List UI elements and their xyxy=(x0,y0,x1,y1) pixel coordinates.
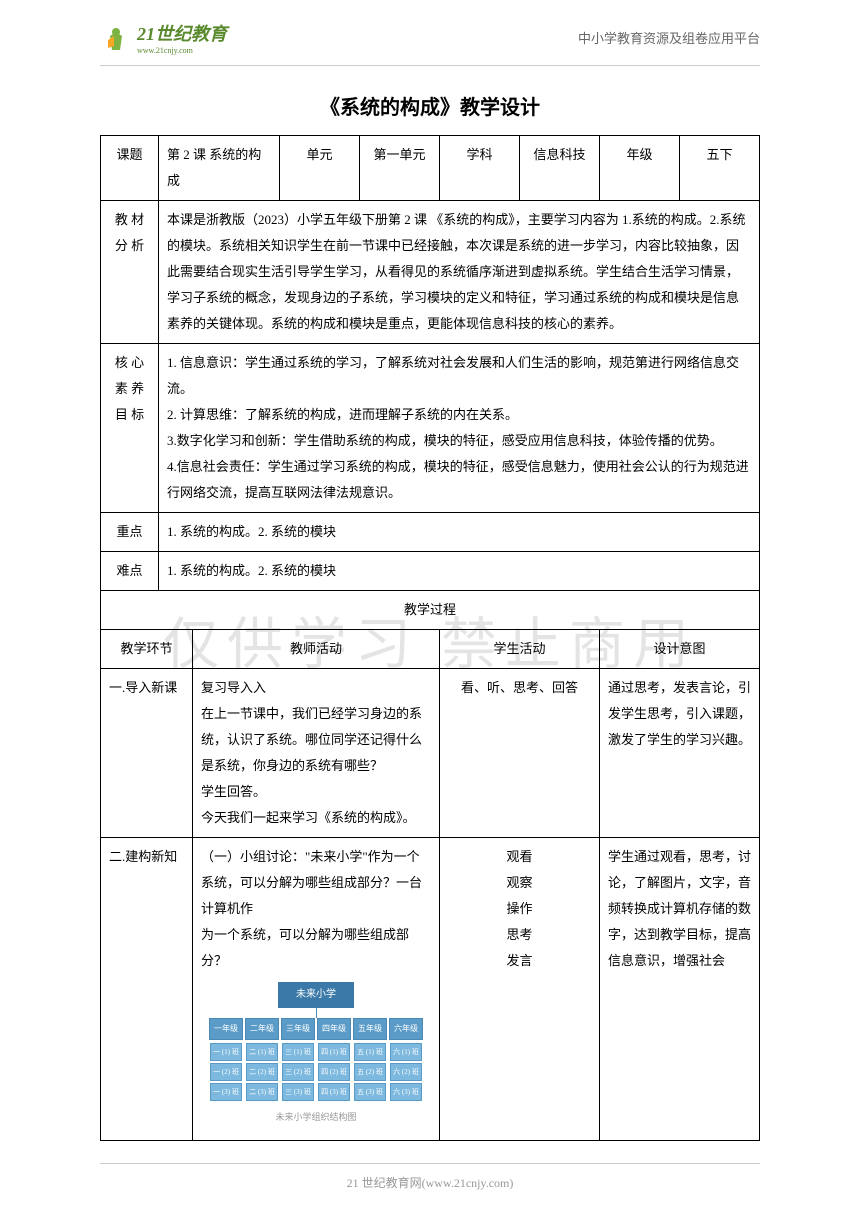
core-p2: 2. 计算思维：了解系统的构成，进而理解子系统的内在关系。 xyxy=(167,402,751,428)
core-p4: 4.信息社会责任：学生通过学习系统的构成，模块的特征，感受信息魅力，使用社会公认… xyxy=(167,454,751,506)
logo: 21世纪教育 www.21cnjy.com xyxy=(100,20,227,55)
ph-stage: 教学环节 xyxy=(101,630,193,669)
focus-label: 重点 xyxy=(101,513,159,552)
s1-design: 通过思考，发表言论，引发学生思考，引入课题，激发了学生的学习兴趣。 xyxy=(600,669,760,838)
info-row: 课题 第 2 课 系统的构成 单元 第一单元 学科 信息科技 年级 五下 xyxy=(101,136,760,201)
ph-teacher: 教师活动 xyxy=(193,630,440,669)
ph-design: 设计意图 xyxy=(600,630,760,669)
difficulty-row: 难点 1. 系统的构成。2. 系统的模块 xyxy=(101,552,760,591)
process-header-row: 教学环节 教师活动 学生活动 设计意图 xyxy=(101,630,760,669)
section1-row: 一.导入新课 复习导入入 在上一节课中，我们已经学习身边的系统，认识了系统。哪位… xyxy=(101,669,760,838)
material-row: 教 材分 析 本课是浙教版（2023）小学五年级下册第 2 课 《系统的构成》，… xyxy=(101,201,760,344)
lesson-table: 课题 第 2 课 系统的构成 单元 第一单元 学科 信息科技 年级 五下 教 材… xyxy=(100,135,760,1141)
focus-row: 重点 1. 系统的构成。2. 系统的模块 xyxy=(101,513,760,552)
s2-s-p2: 观察 xyxy=(448,870,591,896)
s1-stage: 一.导入新课 xyxy=(101,669,193,838)
page-header: 21世纪教育 www.21cnjy.com 中小学教育资源及组卷应用平台 xyxy=(100,0,760,66)
process-title: 教学过程 xyxy=(101,591,760,630)
focus-content: 1. 系统的构成。2. 系统的模块 xyxy=(159,513,760,552)
org-chart: 未来小学 一年级一 (1) 班一 (2) 班一 (3) 班二年级二 (1) 班二… xyxy=(201,982,431,1126)
difficulty-label: 难点 xyxy=(101,552,159,591)
ph-student: 学生活动 xyxy=(440,630,600,669)
s2-t-p1: （一）小组讨论："未来小学"作为一个系统，可以分解为哪些组成部分？一台计算机作 xyxy=(201,844,431,922)
s1-student: 看、听、思考、回答 xyxy=(440,669,600,838)
core-label: 核 心素 养目 标 xyxy=(101,344,159,513)
s2-stage: 二.建构新知 xyxy=(101,838,193,1141)
topic-label: 课题 xyxy=(101,136,159,201)
material-label: 教 材分 析 xyxy=(101,201,159,344)
s2-teacher: （一）小组讨论："未来小学"作为一个系统，可以分解为哪些组成部分？一台计算机作 … xyxy=(193,838,440,1141)
material-content: 本课是浙教版（2023）小学五年级下册第 2 课 《系统的构成》，主要学习内容为… xyxy=(159,201,760,344)
section2-row: 二.建构新知 （一）小组讨论："未来小学"作为一个系统，可以分解为哪些组成部分？… xyxy=(101,838,760,1141)
s2-student: 观看 观察 操作 思考 发言 xyxy=(440,838,600,1141)
org-root: 未来小学 xyxy=(278,982,354,1008)
unit-label: 单元 xyxy=(280,136,360,201)
core-row: 核 心素 养目 标 1. 信息意识：学生通过系统的学习，了解系统对社会发展和人们… xyxy=(101,344,760,513)
grade-value: 五下 xyxy=(680,136,760,201)
core-content: 1. 信息意识：学生通过系统的学习，了解系统对社会发展和人们生活的影响，规范第进… xyxy=(159,344,760,513)
subject-value: 信息科技 xyxy=(520,136,600,201)
logo-icon xyxy=(100,22,132,54)
s2-s-p4: 思考 xyxy=(448,922,591,948)
s1-teacher: 复习导入入 在上一节课中，我们已经学习身边的系统，认识了系统。哪位同学还记得什么… xyxy=(193,669,440,838)
grade-label: 年级 xyxy=(600,136,680,201)
difficulty-content: 1. 系统的构成。2. 系统的模块 xyxy=(159,552,760,591)
s1-t-p1: 复习导入入 xyxy=(201,675,431,701)
process-title-row: 教学过程 xyxy=(101,591,760,630)
s1-t-p3: 学生回答。 xyxy=(201,779,431,805)
s2-design: 学生通过观看，思考，讨论，了解图片，文字，音频转换成计算机存储的数字，达到教学目… xyxy=(600,838,760,1141)
s2-s-p1: 观看 xyxy=(448,844,591,870)
org-caption: 未来小学组织结构图 xyxy=(201,1108,431,1126)
topic-value: 第 2 课 系统的构成 xyxy=(159,136,280,201)
core-p3: 3.数字化学习和创新：学生借助系统的构成，模块的特征，感受应用信息科技，体验传播… xyxy=(167,428,751,454)
page-title: 《系统的构成》教学设计 xyxy=(0,91,860,120)
s1-t-p2: 在上一节课中，我们已经学习身边的系统，认识了系统。哪位同学还记得什么是系统，你身… xyxy=(201,701,431,779)
core-p1: 1. 信息意识：学生通过系统的学习，了解系统对社会发展和人们生活的影响，规范第进… xyxy=(167,350,751,402)
s2-t-p2: 为一个系统，可以分解为哪些组成部分？ xyxy=(201,922,431,974)
header-right-text: 中小学教育资源及组卷应用平台 xyxy=(578,28,760,47)
org-grades: 一年级一 (1) 班一 (2) 班一 (3) 班二年级二 (1) 班二 (2) … xyxy=(201,1018,431,1103)
unit-value: 第一单元 xyxy=(360,136,440,201)
page-footer: 21 世纪教育网(www.21cnjy.com) xyxy=(100,1163,760,1191)
logo-sub-text: www.21cnjy.com xyxy=(137,46,227,55)
subject-label: 学科 xyxy=(440,136,520,201)
logo-main-text: 21世纪教育 xyxy=(137,20,227,46)
s2-s-p5: 发言 xyxy=(448,948,591,974)
s2-s-p3: 操作 xyxy=(448,896,591,922)
s1-t-p4: 今天我们一起来学习《系统的构成》。 xyxy=(201,805,431,831)
